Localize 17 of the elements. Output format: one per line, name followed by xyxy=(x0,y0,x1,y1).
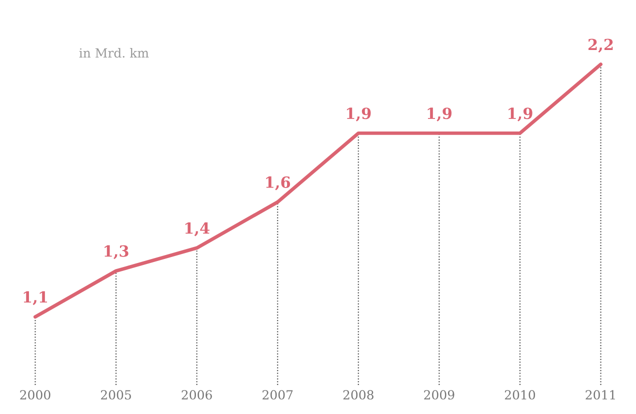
data-label: 1,6 xyxy=(266,176,290,190)
text: in Mrd. km xyxy=(79,48,149,58)
data-label: 1,9 xyxy=(346,108,371,122)
data-label: 2,2 xyxy=(588,38,613,53)
x-tick-label: 2010 xyxy=(504,390,536,400)
data-label: 1,3 xyxy=(104,245,128,260)
x-tick-label: 2005 xyxy=(100,390,131,400)
x-tick-label: 2007 xyxy=(262,390,293,400)
x-tick-label: 2008 xyxy=(343,390,374,400)
x-tick-label: 2009 xyxy=(424,390,454,400)
data-label: 1,1 xyxy=(24,291,48,306)
x-tick-label: 2000 xyxy=(20,390,50,400)
x-tick-label: 2011 xyxy=(586,390,615,400)
data-label: 1,4 xyxy=(185,222,210,236)
data-label: 1,9 xyxy=(428,108,452,122)
data-label: 1,9 xyxy=(508,108,532,122)
x-tick-label: 2006 xyxy=(182,390,212,400)
